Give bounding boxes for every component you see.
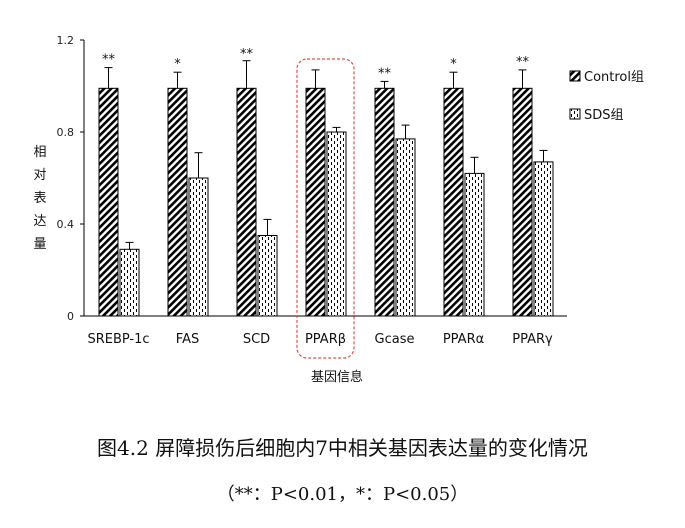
legend-swatch-control xyxy=(569,70,581,82)
y-axis-title-char: 相 xyxy=(33,145,46,160)
category-label: SREBP-1c xyxy=(87,332,149,347)
bar-control xyxy=(374,87,395,317)
legend-swatch-sds xyxy=(569,108,581,120)
significance-marker: ** xyxy=(516,55,530,70)
gene-expression-chart: 相对表达量 0 0.4 0.8 1.2 ** SREBP-1c * FAS ** SCD PPARβ… xyxy=(33,34,644,385)
category-label: PPARβ xyxy=(305,332,346,347)
legend-label-sds: SDS组 xyxy=(584,108,624,123)
highlight-box xyxy=(296,58,355,359)
bar-control xyxy=(98,87,119,317)
bar-sds xyxy=(257,235,278,317)
category-label: SCD xyxy=(243,332,270,347)
bar-control xyxy=(443,87,464,317)
bar-control xyxy=(167,87,188,317)
y-axis-title-char: 表 xyxy=(33,191,46,206)
y-axis-title-char: 达 xyxy=(33,214,46,229)
y-tick-label: 0 xyxy=(67,310,74,323)
figure-caption-title: 图4.2 屏障损伤后细胞内7中相关基因表达量的变化情况 xyxy=(97,436,588,460)
significance-marker: ** xyxy=(102,53,116,68)
category-label: PPARγ xyxy=(512,332,553,347)
bar-sds xyxy=(533,161,554,317)
y-tick-label: 0.8 xyxy=(57,126,75,139)
figure-caption-note: （**：P<0.01，*：P<0.05） xyxy=(216,484,469,505)
bar-sds xyxy=(188,177,209,317)
bar-sds xyxy=(464,172,485,317)
significance-marker: * xyxy=(174,57,181,72)
bar-sds xyxy=(326,131,347,317)
category-label: PPARα xyxy=(443,332,484,347)
plot-area: 0 0.4 0.8 1.2 ** SREBP-1c * FAS ** SCD PPARβ ** Gcas… xyxy=(57,34,567,359)
y-axis-title-char: 量 xyxy=(33,237,46,252)
y-axis-title: 相对表达量 xyxy=(33,145,46,252)
y-axis-title-char: 对 xyxy=(33,168,46,183)
bar-control xyxy=(236,87,257,317)
significance-marker: * xyxy=(450,57,457,72)
significance-marker: ** xyxy=(240,47,254,62)
category-label: Gcase xyxy=(375,332,415,347)
legend: Control组 SDS组 xyxy=(569,70,644,123)
bar-sds xyxy=(395,138,416,317)
legend-label-control: Control组 xyxy=(584,70,644,85)
bar-sds xyxy=(119,248,140,317)
bar-control xyxy=(305,87,326,317)
category-label: FAS xyxy=(176,332,199,347)
bar-control xyxy=(512,87,533,317)
x-axis-title: 基因信息 xyxy=(311,369,363,385)
significance-marker: ** xyxy=(378,66,392,81)
y-tick-label: 1.2 xyxy=(57,34,75,47)
y-tick-label: 0.4 xyxy=(57,218,75,231)
